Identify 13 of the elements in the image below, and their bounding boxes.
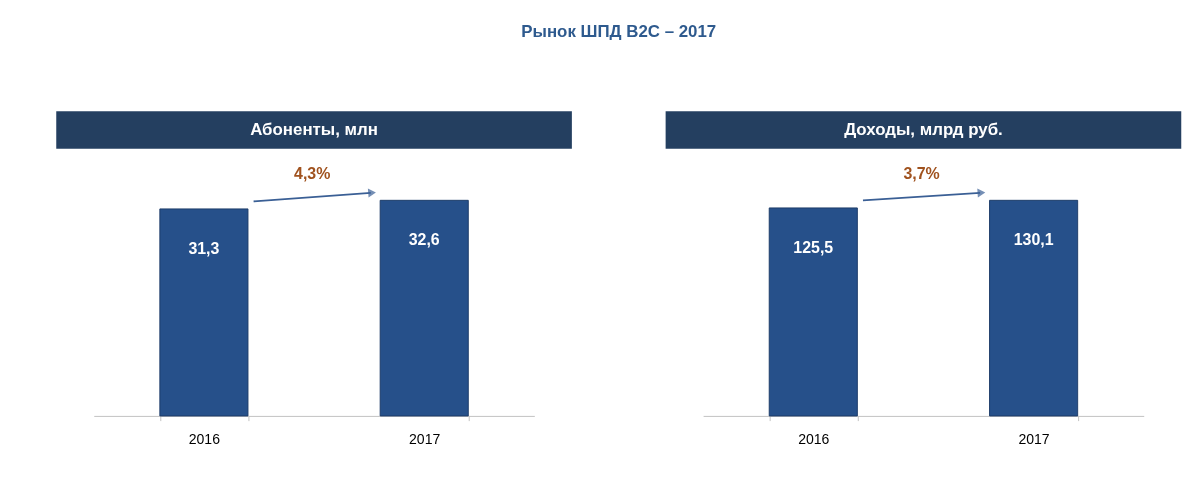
text: 3,7% <box>903 164 940 182</box>
x-tick-label: 2016 <box>798 430 830 447</box>
data-label: 125,5 <box>793 238 834 256</box>
x-tick-label: 2017 <box>1018 430 1050 447</box>
chart-subtitle: Абоненты, млн <box>250 119 378 139</box>
chart-subtitle: Доходы, млрд руб. <box>844 119 1003 139</box>
data-label: 31,3 <box>188 239 220 257</box>
text: Рынок ШПД B2C – 2017 <box>521 22 717 42</box>
data-label: 130,1 <box>1013 231 1054 249</box>
text: 4,3% <box>294 165 331 183</box>
x-tick-label: 2017 <box>409 430 441 447</box>
data-label: 32,6 <box>408 231 440 249</box>
x-tick-label: 2016 <box>188 430 221 447</box>
